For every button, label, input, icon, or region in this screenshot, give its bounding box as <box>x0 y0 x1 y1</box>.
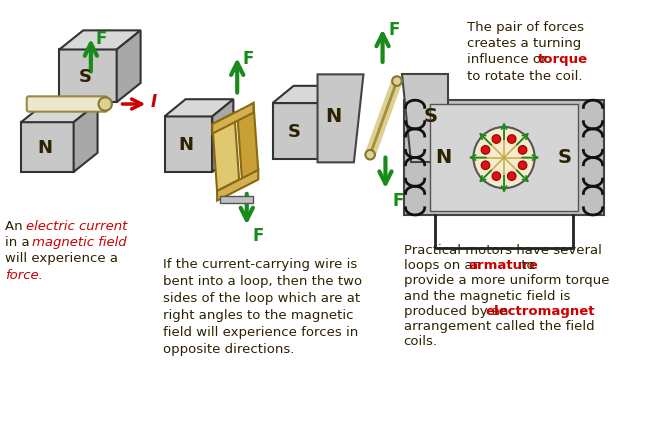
Text: provide a more uniform torque: provide a more uniform torque <box>404 274 609 287</box>
Polygon shape <box>59 30 140 50</box>
Text: arrangement called the field: arrangement called the field <box>404 320 594 333</box>
Text: force.: force. <box>5 268 43 282</box>
Polygon shape <box>21 122 73 172</box>
Text: An: An <box>5 220 27 233</box>
Text: loops on an: loops on an <box>404 259 485 272</box>
Text: I: I <box>150 92 156 110</box>
Circle shape <box>492 135 500 143</box>
Text: S: S <box>557 148 571 167</box>
FancyBboxPatch shape <box>27 96 107 112</box>
Text: The pair of forces: The pair of forces <box>467 21 584 34</box>
Text: S: S <box>79 68 92 86</box>
Polygon shape <box>213 113 239 191</box>
Polygon shape <box>164 99 233 116</box>
Polygon shape <box>237 103 258 180</box>
Text: F: F <box>252 227 264 245</box>
FancyBboxPatch shape <box>430 104 578 211</box>
Polygon shape <box>59 50 117 102</box>
Text: coils.: coils. <box>404 336 437 348</box>
Circle shape <box>492 172 500 181</box>
Text: Practical motors have several: Practical motors have several <box>404 244 601 257</box>
Circle shape <box>481 161 490 169</box>
Circle shape <box>508 172 516 181</box>
Text: creates a turning: creates a turning <box>467 37 581 50</box>
Text: F: F <box>388 21 400 39</box>
Text: S: S <box>287 123 300 141</box>
Polygon shape <box>320 86 341 158</box>
Polygon shape <box>272 86 341 103</box>
Text: to: to <box>517 259 535 272</box>
Text: magnetic field: magnetic field <box>32 236 126 249</box>
Text: N: N <box>326 107 342 126</box>
Text: in a: in a <box>5 236 34 249</box>
Text: If the current-carrying wire is
bent into a loop, then the two
sides of the loop: If the current-carrying wire is bent int… <box>162 258 361 356</box>
Circle shape <box>481 146 490 154</box>
Text: produced by an: produced by an <box>404 305 512 318</box>
Text: F: F <box>96 30 107 48</box>
Text: electric current: electric current <box>26 220 127 233</box>
Text: to rotate the coil.: to rotate the coil. <box>467 70 582 83</box>
Polygon shape <box>73 103 98 172</box>
Circle shape <box>518 146 527 154</box>
Text: N: N <box>37 139 52 157</box>
Polygon shape <box>21 103 98 122</box>
Text: influence or: influence or <box>467 54 551 66</box>
Polygon shape <box>272 103 320 158</box>
Polygon shape <box>318 74 363 162</box>
Circle shape <box>508 135 516 143</box>
Text: electromagnet: electromagnet <box>485 305 594 318</box>
Polygon shape <box>217 170 258 201</box>
Text: and the magnetic field is: and the magnetic field is <box>404 290 570 303</box>
FancyBboxPatch shape <box>404 100 604 215</box>
Circle shape <box>392 76 402 86</box>
Circle shape <box>473 127 535 188</box>
Text: F: F <box>392 192 404 210</box>
Text: armature: armature <box>469 259 538 272</box>
Polygon shape <box>117 30 140 102</box>
Circle shape <box>518 161 527 169</box>
Polygon shape <box>213 99 233 172</box>
Polygon shape <box>402 74 448 162</box>
Text: N: N <box>179 136 194 154</box>
Circle shape <box>365 150 375 160</box>
Text: F: F <box>243 51 254 68</box>
Polygon shape <box>164 116 213 172</box>
Text: torque: torque <box>538 54 588 66</box>
Text: S: S <box>423 107 437 126</box>
Text: will experience a: will experience a <box>5 252 118 265</box>
Text: N: N <box>436 148 452 167</box>
Circle shape <box>99 97 112 111</box>
Bar <box>220 196 254 203</box>
Polygon shape <box>213 103 254 134</box>
